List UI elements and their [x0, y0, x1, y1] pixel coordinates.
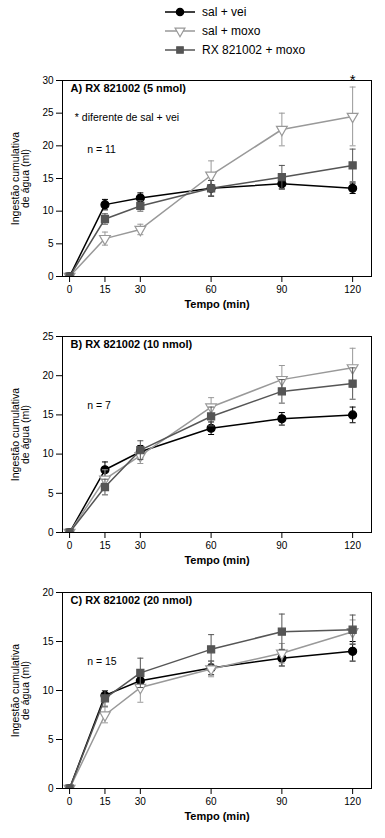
svg-text:10: 10	[42, 685, 54, 696]
svg-text:120: 120	[344, 284, 361, 295]
svg-text:0: 0	[48, 527, 54, 538]
svg-text:30: 30	[135, 540, 147, 551]
svg-text:Ingestão cumulativade água (ml: Ingestão cumulativade água (ml)	[9, 388, 32, 482]
svg-text:15: 15	[99, 796, 111, 807]
svg-text:20: 20	[42, 140, 54, 151]
svg-text:5: 5	[48, 488, 54, 499]
svg-text:15: 15	[42, 173, 54, 184]
svg-text:25: 25	[42, 107, 54, 118]
svg-text:C) RX 821002 (20 nmol): C) RX 821002 (20 nmol)	[71, 594, 193, 606]
svg-text:Ingestão cumulativade água (ml: Ingestão cumulativade água (ml)	[9, 132, 32, 226]
svg-text:Ingestão cumulativade água (ml: Ingestão cumulativade água (ml)	[9, 644, 32, 738]
svg-text:0: 0	[48, 271, 54, 282]
svg-text:25: 25	[42, 331, 54, 342]
svg-text:0: 0	[67, 796, 73, 807]
svg-text:30: 30	[135, 284, 147, 295]
svg-text:B) RX 821002 (10 nmol): B) RX 821002 (10 nmol)	[71, 338, 193, 350]
svg-text:15: 15	[99, 540, 111, 551]
svg-text:RX 821002 + moxo: RX 821002 + moxo	[202, 43, 305, 57]
svg-text:60: 60	[206, 284, 218, 295]
svg-text:n = 15: n = 15	[87, 655, 117, 667]
svg-text:*: *	[350, 71, 356, 88]
svg-text:30: 30	[135, 796, 147, 807]
svg-text:120: 120	[344, 796, 361, 807]
svg-text:15: 15	[99, 284, 111, 295]
svg-text:10: 10	[42, 448, 54, 459]
svg-text:90: 90	[276, 284, 288, 295]
svg-text:60: 60	[206, 796, 218, 807]
svg-text:120: 120	[344, 540, 361, 551]
svg-text:20: 20	[42, 587, 54, 598]
svg-text:sal + vei: sal + vei	[202, 5, 246, 19]
svg-text:sal + moxo: sal + moxo	[202, 24, 261, 38]
svg-text:90: 90	[276, 796, 288, 807]
svg-text:15: 15	[42, 636, 54, 647]
svg-text:n = 7: n = 7	[87, 399, 111, 411]
svg-text:0: 0	[67, 540, 73, 551]
svg-text:15: 15	[42, 409, 54, 420]
svg-text:Tempo (min): Tempo (min)	[184, 298, 250, 310]
svg-text:10: 10	[42, 205, 54, 216]
svg-text:A) RX 821002 (5 nmol): A) RX 821002 (5 nmol)	[71, 82, 187, 94]
svg-text:Tempo (min): Tempo (min)	[184, 554, 250, 566]
svg-text:5: 5	[48, 734, 54, 745]
svg-text:Tempo (min): Tempo (min)	[184, 810, 250, 822]
svg-text:5: 5	[48, 238, 54, 249]
svg-text:0: 0	[48, 783, 54, 794]
svg-text:0: 0	[67, 284, 73, 295]
svg-text:60: 60	[206, 540, 218, 551]
svg-text:30: 30	[42, 75, 54, 86]
svg-text:* diferente de sal + vei: * diferente de sal + vei	[75, 111, 179, 123]
svg-text:20: 20	[42, 370, 54, 381]
svg-text:n = 11: n = 11	[87, 143, 116, 155]
svg-text:90: 90	[276, 540, 288, 551]
